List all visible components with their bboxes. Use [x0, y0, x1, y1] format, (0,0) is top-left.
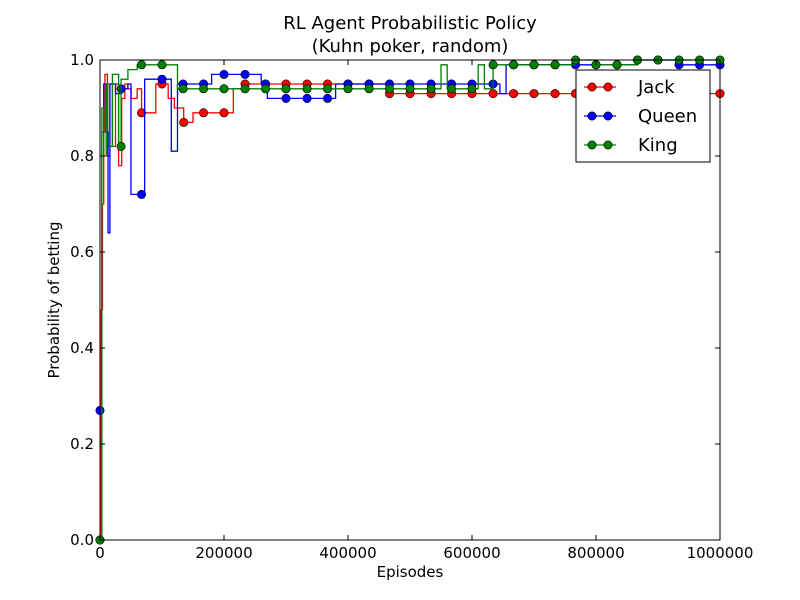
- data-point-jack: [199, 108, 209, 118]
- legend-swatch-marker: [603, 111, 613, 121]
- series-line-king: [100, 59, 720, 541]
- data-point-king: [219, 84, 229, 94]
- data-point-king: [178, 84, 188, 94]
- x-tick-label: 600000: [443, 544, 500, 562]
- data-point-jack: [219, 108, 229, 118]
- data-point-queen: [323, 93, 333, 103]
- x-tick-label: 1000000: [687, 544, 754, 562]
- legend-swatch-marker: [603, 140, 613, 150]
- data-point-king: [405, 84, 415, 94]
- legend-swatch-marker: [587, 82, 597, 92]
- y-axis-label: Probability of betting: [45, 222, 63, 379]
- data-point-king: [550, 60, 560, 70]
- legend-item-jack: Jack: [584, 77, 675, 98]
- chart-title: RL Agent Probabilistic Policy: [283, 13, 537, 34]
- x-tick-label: 0: [95, 544, 105, 562]
- data-point-king: [137, 60, 147, 70]
- y-tick-label: 1.0: [70, 51, 94, 69]
- x-tick-label: 200000: [195, 544, 252, 562]
- data-point-king: [199, 84, 209, 94]
- data-point-queen: [240, 69, 250, 79]
- x-tick-label: 400000: [319, 544, 376, 562]
- data-point-king: [116, 141, 126, 151]
- data-point-king: [364, 84, 374, 94]
- y-tick-label: 0.6: [70, 243, 94, 261]
- legend-label: King: [638, 135, 678, 156]
- data-point-jack: [137, 108, 147, 118]
- legend: Jack Queen King: [575, 69, 711, 163]
- data-point-king: [385, 84, 395, 94]
- data-point-king: [240, 84, 250, 94]
- legend-item-king: King: [584, 135, 678, 156]
- data-point-king: [612, 60, 622, 70]
- x-axis-label: Episodes: [377, 563, 444, 581]
- legend-label: Queen: [638, 106, 697, 127]
- data-point-king: [447, 84, 457, 94]
- y-tick-label: 0.4: [70, 339, 94, 357]
- x-tick-label: 800000: [567, 544, 624, 562]
- data-point-king: [302, 84, 312, 94]
- data-point-queen: [137, 189, 147, 199]
- data-point-queen: [302, 93, 312, 103]
- data-point-king: [467, 84, 477, 94]
- data-point-king: [488, 60, 498, 70]
- legend-swatch-marker: [587, 140, 597, 150]
- series-king: [95, 55, 725, 545]
- data-point-king: [323, 84, 333, 94]
- chart-subtitle: (Kuhn poker, random): [312, 36, 509, 57]
- data-point-king: [281, 84, 291, 94]
- y-tick-label: 0.2: [70, 435, 94, 453]
- legend-item-queen: Queen: [584, 106, 697, 127]
- data-point-king: [529, 60, 539, 70]
- data-point-jack: [488, 89, 498, 99]
- legend-label: Jack: [637, 77, 675, 98]
- legend-swatch-marker: [603, 82, 613, 92]
- data-point-queen: [157, 74, 167, 84]
- data-point-queen: [219, 69, 229, 79]
- y-tick-label: 0.8: [70, 147, 94, 165]
- data-point-queen: [281, 93, 291, 103]
- data-point-jack: [550, 89, 560, 99]
- axes-frame: [99, 59, 721, 541]
- data-point-king: [343, 84, 353, 94]
- data-point-jack: [179, 117, 189, 127]
- axes-layer: 0 200000 400000 600000 800000 1000000 0.0 0.2 0.…: [70, 51, 753, 562]
- data-point-king: [261, 84, 271, 94]
- data-point-jack: [509, 89, 519, 99]
- y-tick-label: 0.0: [70, 531, 94, 549]
- legend-swatch-marker: [587, 111, 597, 121]
- data-point-king: [426, 84, 436, 94]
- data-point-jack: [529, 89, 539, 99]
- data-point-king: [509, 60, 519, 70]
- data-point-king: [157, 60, 167, 70]
